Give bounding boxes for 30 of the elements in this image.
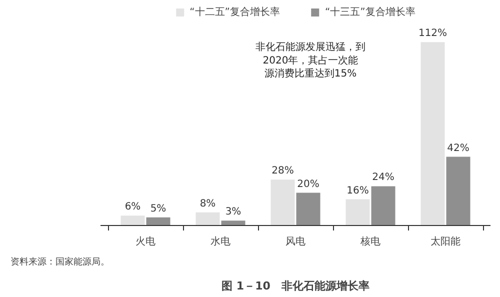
data-label: 3% bbox=[225, 206, 242, 218]
annotation: 非化石能源发展迅猛，到2020年，其占一次能源消费比重达到15% bbox=[256, 41, 366, 80]
bar bbox=[146, 217, 170, 226]
bar bbox=[196, 212, 220, 226]
bar bbox=[221, 220, 246, 226]
bar bbox=[296, 192, 320, 226]
text: 资料来源：国家能源局。 bbox=[10, 256, 110, 268]
bar bbox=[420, 42, 445, 226]
data-label: 42% bbox=[447, 142, 470, 154]
legend-label: “十二五”复合增长率 bbox=[190, 6, 280, 19]
data-label: 16% bbox=[346, 185, 369, 196]
legend-label: “十三五”复合增长率 bbox=[325, 6, 416, 19]
x-tick-label: 火电 bbox=[136, 236, 156, 248]
data-label: 24% bbox=[372, 172, 394, 184]
data-label: 28% bbox=[272, 166, 294, 177]
data-label: 8% bbox=[200, 198, 216, 210]
x-tick-label: 太阳能 bbox=[430, 236, 460, 248]
bar bbox=[120, 216, 145, 226]
data-label: 112% bbox=[418, 28, 448, 40]
text: 图 1－10 非化石能源增长率 bbox=[222, 280, 370, 292]
data-label: 6% bbox=[124, 202, 141, 213]
data-label: 20% bbox=[297, 178, 320, 190]
bar bbox=[371, 186, 396, 226]
bar bbox=[270, 180, 295, 226]
bar bbox=[346, 199, 370, 226]
x-tick-label: 水电 bbox=[210, 236, 230, 248]
x-tick-label: 核电 bbox=[360, 236, 380, 248]
data-label: 5% bbox=[150, 203, 166, 214]
x-tick-label: 风电 bbox=[286, 236, 306, 248]
bar bbox=[446, 156, 470, 226]
